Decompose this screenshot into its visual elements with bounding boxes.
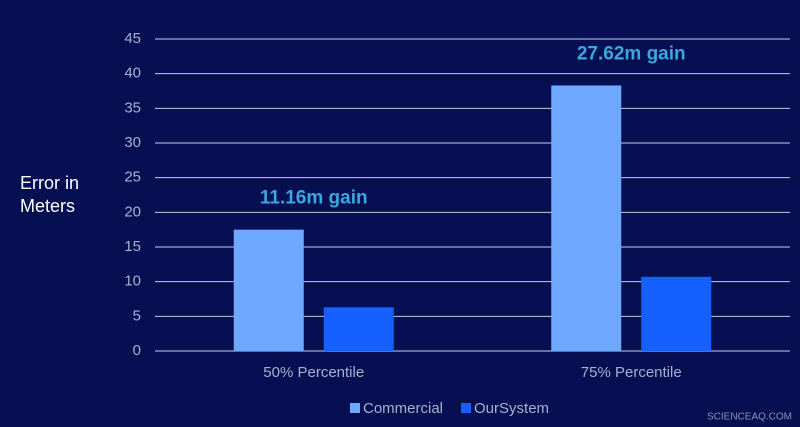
annotation: 27.62m gain	[577, 43, 686, 64]
x-tick-label: 50% Percentile	[263, 364, 364, 381]
y-tick-label: 35	[124, 99, 141, 116]
bar	[551, 85, 622, 351]
annotation: 11.16m gain	[260, 188, 368, 209]
y-tick-label: 5	[133, 307, 141, 324]
y-tick-label: 10	[124, 273, 141, 290]
y-axis-label: Error in Meters	[20, 173, 80, 216]
legend-swatch	[461, 403, 472, 413]
watermark: SCIENCEAQ.COM	[707, 412, 792, 423]
y-tick-label: 20	[124, 203, 141, 220]
y-tick-label: 0	[133, 342, 141, 359]
y-tick-label: 45	[124, 30, 141, 47]
legend-label: OurSystem	[474, 400, 549, 417]
bar	[233, 229, 304, 351]
legend-swatch	[350, 403, 360, 413]
bar	[323, 307, 394, 351]
bar	[641, 276, 712, 351]
y-tick-label: 40	[124, 65, 141, 82]
x-tick-label: 75% Percentile	[581, 364, 682, 381]
y-tick-label: 15	[124, 238, 141, 255]
y-tick-label: 25	[124, 169, 141, 186]
legend-label: Commercial	[363, 400, 443, 417]
y-tick-label: 30	[124, 134, 141, 151]
